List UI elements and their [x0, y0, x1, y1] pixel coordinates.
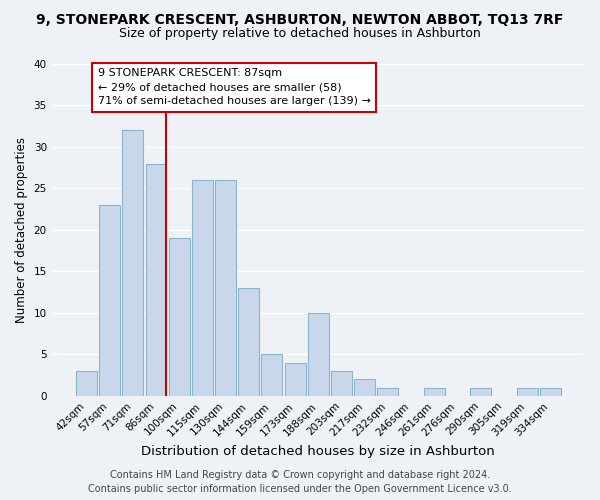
- Text: Contains HM Land Registry data © Crown copyright and database right 2024.
Contai: Contains HM Land Registry data © Crown c…: [88, 470, 512, 494]
- Bar: [192, 180, 213, 396]
- Bar: [76, 371, 97, 396]
- Text: 9 STONEPARK CRESCENT: 87sqm
← 29% of detached houses are smaller (58)
71% of sem: 9 STONEPARK CRESCENT: 87sqm ← 29% of det…: [98, 68, 371, 106]
- Bar: [284, 362, 305, 396]
- Bar: [146, 164, 166, 396]
- Bar: [262, 354, 283, 396]
- Bar: [540, 388, 561, 396]
- Bar: [377, 388, 398, 396]
- Bar: [424, 388, 445, 396]
- Bar: [169, 238, 190, 396]
- Bar: [354, 379, 375, 396]
- Bar: [99, 205, 120, 396]
- Bar: [517, 388, 538, 396]
- X-axis label: Distribution of detached houses by size in Ashburton: Distribution of detached houses by size …: [142, 444, 495, 458]
- Bar: [122, 130, 143, 396]
- Bar: [308, 313, 329, 396]
- Y-axis label: Number of detached properties: Number of detached properties: [15, 137, 28, 323]
- Bar: [470, 388, 491, 396]
- Text: Size of property relative to detached houses in Ashburton: Size of property relative to detached ho…: [119, 28, 481, 40]
- Bar: [238, 288, 259, 396]
- Bar: [331, 371, 352, 396]
- Bar: [215, 180, 236, 396]
- Text: 9, STONEPARK CRESCENT, ASHBURTON, NEWTON ABBOT, TQ13 7RF: 9, STONEPARK CRESCENT, ASHBURTON, NEWTON…: [37, 12, 563, 26]
